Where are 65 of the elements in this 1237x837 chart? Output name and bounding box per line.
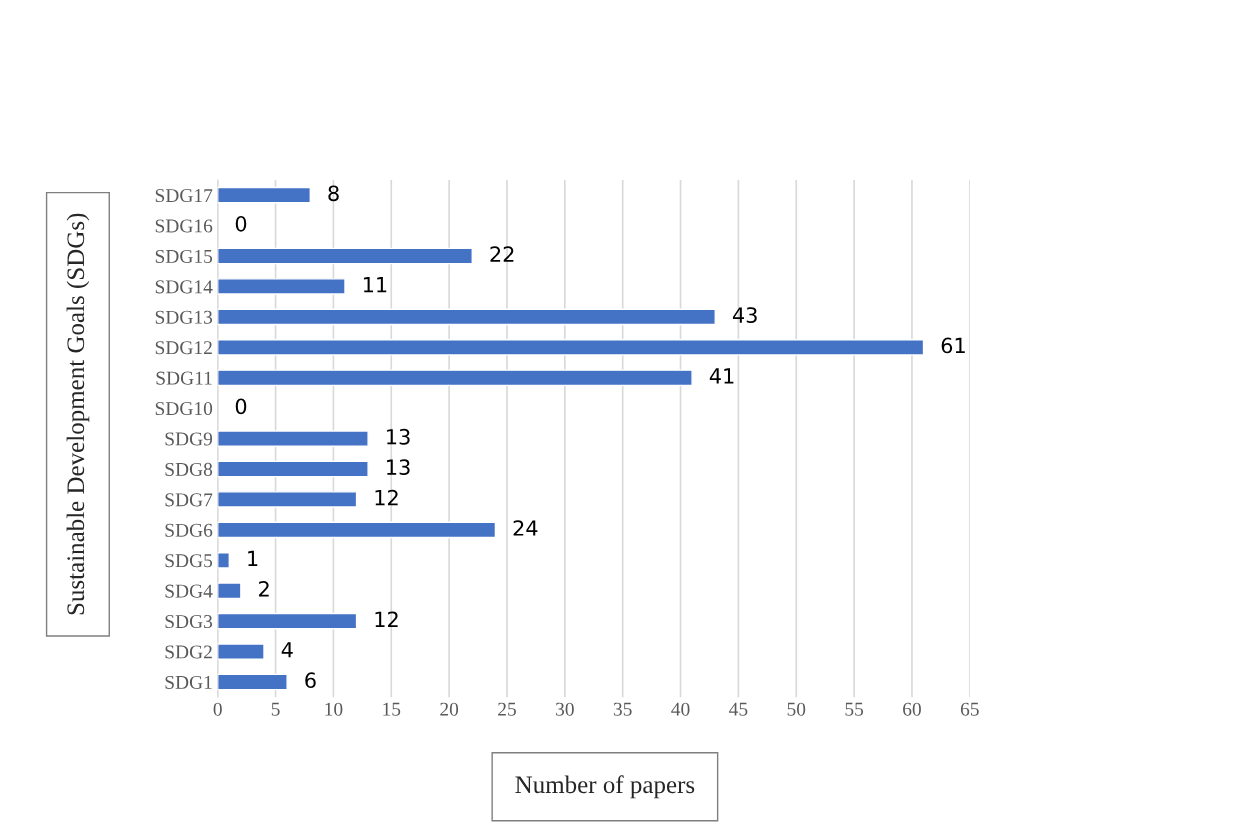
bar — [217, 247, 473, 265]
data-label: 12 — [375, 611, 398, 627]
y-tick-label: SDG2 — [165, 645, 212, 659]
y-tick-label: SDG10 — [155, 401, 213, 416]
x-tick-label: 45 — [729, 702, 748, 716]
y-tick-label: SDG17 — [155, 189, 213, 203]
y-tick-label: SDG7 — [165, 493, 213, 507]
y-tick-label: SDG15 — [155, 249, 213, 263]
x-tick-label: 25 — [498, 702, 516, 716]
x-tick-label: 55 — [845, 702, 864, 716]
bar — [217, 551, 230, 569]
y-tick-label: SDG1 — [165, 675, 212, 689]
data-label: 11 — [363, 277, 387, 293]
y-tick-label: SDG14 — [155, 280, 213, 294]
x-tick-label: 65 — [960, 702, 979, 716]
y-tick-label: SDG3 — [165, 615, 213, 629]
y-tick-label: SDG9 — [165, 432, 213, 446]
data-label: 0 — [235, 215, 247, 232]
bar — [217, 369, 693, 387]
bar — [217, 521, 497, 539]
y-tick-label: SDG11 — [156, 371, 212, 385]
x-tick-label: 40 — [671, 702, 690, 716]
y-tick-label: SDG13 — [155, 310, 213, 324]
x-tick-label: 5 — [271, 702, 280, 716]
data-label: 43 — [732, 307, 757, 323]
bar — [217, 430, 369, 447]
y-tick-label: SDG5 — [165, 554, 213, 568]
data-label: 1 — [248, 550, 258, 567]
data-label: 12 — [375, 489, 398, 506]
x-tick-label: 15 — [383, 702, 401, 716]
y-tick-label: SDG16 — [155, 219, 213, 233]
bar — [217, 186, 311, 204]
bar — [217, 673, 288, 691]
data-label: 2 — [259, 581, 269, 597]
y-tick-label: SDG6 — [165, 523, 213, 537]
x-tick-label: 20 — [440, 702, 459, 716]
bar — [217, 339, 925, 356]
data-label: 22 — [490, 246, 514, 262]
data-label: 41 — [709, 368, 734, 384]
x-tick-label: 50 — [787, 702, 806, 716]
data-label: 61 — [941, 337, 965, 354]
bar — [217, 278, 346, 295]
x-tick-label: 30 — [556, 702, 574, 716]
bar — [217, 460, 369, 478]
bar — [217, 643, 265, 660]
x-axis-title: Number of papers — [515, 775, 695, 799]
data-label: 0 — [235, 398, 247, 415]
x-tick-label: 0 — [213, 702, 222, 716]
y-tick-label: SDG4 — [165, 584, 213, 598]
x-tick-label: 10 — [325, 702, 343, 716]
x-tick-label: 35 — [613, 702, 632, 716]
bar — [217, 612, 358, 630]
data-label: 13 — [387, 459, 410, 476]
data-label: 8 — [328, 185, 339, 202]
y-axis-title: Sustainable Development Goals (SDGs) — [66, 213, 90, 615]
x-tick-label: 60 — [903, 702, 921, 716]
y-tick-label: SDG8 — [165, 462, 213, 476]
data-label: 24 — [513, 520, 538, 536]
bar — [217, 582, 242, 600]
y-tick-label: SDG12 — [155, 341, 212, 355]
bar — [217, 491, 358, 508]
data-label: 4 — [281, 642, 293, 658]
bar — [217, 308, 716, 326]
data-label: 13 — [387, 428, 410, 445]
data-label: 6 — [305, 672, 316, 689]
